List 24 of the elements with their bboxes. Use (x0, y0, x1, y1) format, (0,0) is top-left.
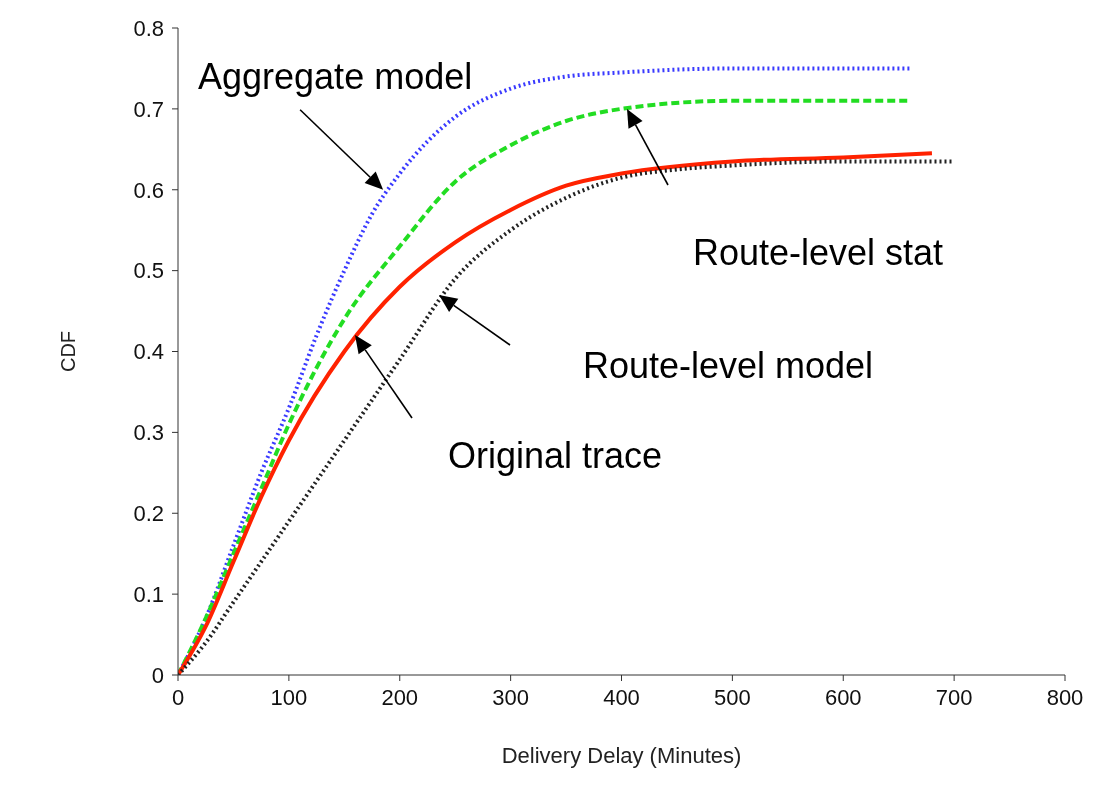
x-tick-label: 400 (603, 684, 640, 710)
x-tick-label: 100 (270, 684, 308, 710)
annotation: Route-level model (582, 344, 874, 386)
x-tick-label: 700 (935, 684, 973, 710)
y-tick-label: 0.2 (133, 501, 164, 527)
y-axis-title: CDF (57, 330, 80, 373)
annotation: Route-level stat (692, 231, 944, 273)
y-tick-label: 0 (151, 662, 164, 688)
x-axis-title: Delivery Delay (Minutes) (501, 743, 742, 768)
y-tick-label: 0.6 (133, 177, 164, 203)
y-tick-label: 0.7 (133, 96, 164, 122)
annotation: Aggregate model (198, 56, 473, 98)
x-tick-label: 300 (492, 684, 529, 710)
x-tick-label: 0 (171, 684, 185, 710)
x-tick-label: 200 (381, 684, 419, 710)
y-tick-label: 0.3 (133, 420, 164, 446)
x-tick-label: 800 (1046, 684, 1084, 710)
y-tick-label: 0.1 (133, 581, 164, 607)
y-tick-label: 0.4 (133, 339, 164, 365)
annotation: Original trace (447, 434, 663, 476)
y-tick-label: 0.8 (133, 15, 164, 41)
y-tick-label: 0.5 (133, 258, 164, 284)
x-tick-label: 500 (714, 684, 751, 710)
x-tick-label: 600 (824, 684, 862, 710)
